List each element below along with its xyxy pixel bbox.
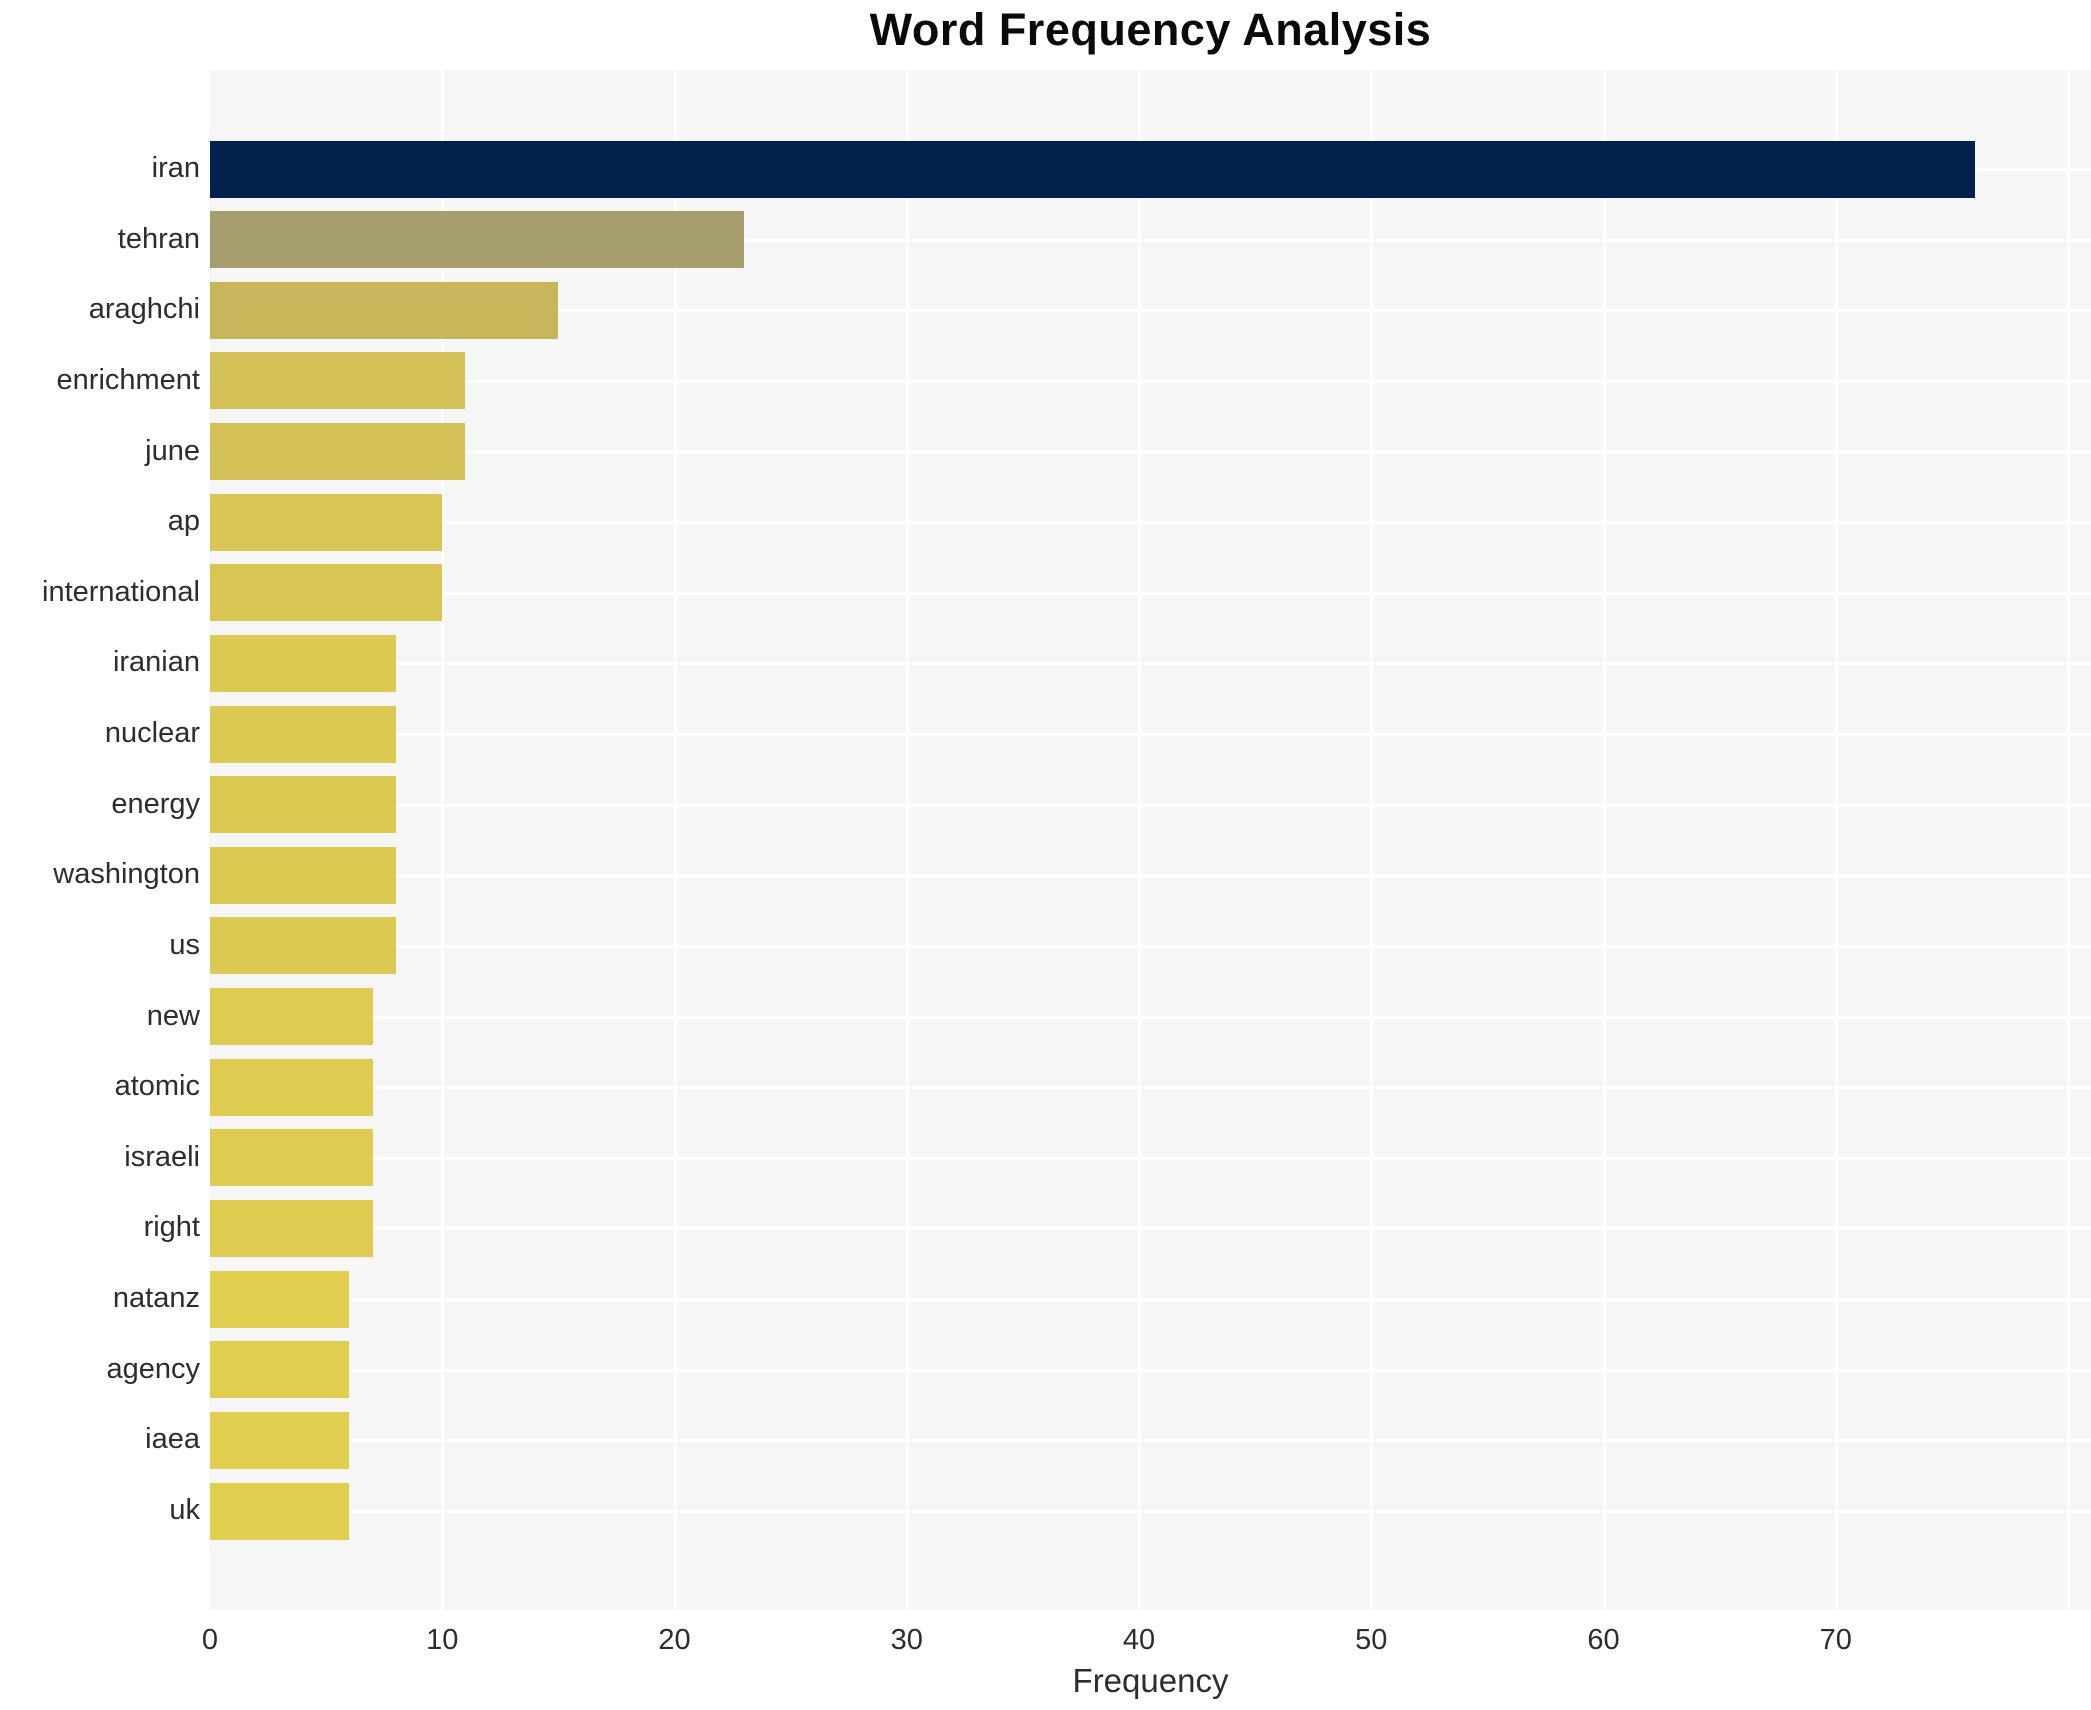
- bar-atomic: [210, 1058, 373, 1116]
- y-tick-label-iranian: iranian: [112, 646, 200, 679]
- bar-iran: [210, 140, 1976, 198]
- y-tick-label-nuclear: nuclear: [104, 717, 200, 750]
- y-tick-label-araghchi: araghchi: [88, 293, 200, 326]
- bar-us: [210, 917, 396, 975]
- bar-enrichment: [210, 352, 466, 410]
- horizontal-gridline-enrichment: [210, 379, 2091, 383]
- bar-june: [210, 423, 466, 481]
- vertical-gridline-20: [673, 70, 677, 1610]
- bar-energy: [210, 776, 396, 834]
- horizontal-gridline-ap: [210, 521, 2091, 525]
- x-tick-label-70: 70: [1819, 1624, 1852, 1656]
- bar-nuclear: [210, 705, 396, 763]
- bar-ap: [210, 493, 443, 551]
- bar-right: [210, 1199, 373, 1257]
- x-tick-label-20: 20: [658, 1624, 691, 1656]
- bar-iaea: [210, 1411, 350, 1469]
- vertical-gridline-30: [905, 70, 909, 1610]
- y-tick-label-iaea: iaea: [145, 1423, 200, 1456]
- y-tick-label-washington: washington: [53, 858, 200, 891]
- horizontal-gridline-new: [210, 1015, 2091, 1019]
- horizontal-gridline-agency: [210, 1368, 2091, 1372]
- horizontal-gridline-nuclear: [210, 733, 2091, 737]
- horizontal-gridline-atomic: [210, 1086, 2091, 1090]
- y-tick-label-right: right: [143, 1211, 200, 1244]
- y-tick-label-israeli: israeli: [124, 1140, 200, 1173]
- bar-international: [210, 564, 443, 622]
- vertical-gridline-10: [441, 70, 445, 1610]
- horizontal-gridline-natanz: [210, 1298, 2091, 1302]
- y-tick-label-atomic: atomic: [114, 1070, 200, 1103]
- x-tick-label-50: 50: [1355, 1624, 1388, 1656]
- bar-uk: [210, 1482, 350, 1540]
- x-tick-label-30: 30: [890, 1624, 923, 1656]
- y-tick-label-iran: iran: [151, 152, 200, 184]
- horizontal-gridline-us: [210, 944, 2091, 948]
- horizontal-gridline-uk: [210, 1510, 2091, 1513]
- horizontal-gridline-washington: [210, 874, 2091, 878]
- bar-iranian: [210, 634, 396, 692]
- y-tick-label-uk: uk: [169, 1494, 200, 1526]
- bar-natanz: [210, 1270, 350, 1328]
- bar-new: [210, 988, 373, 1046]
- vertical-gridline-50: [1370, 70, 1374, 1610]
- horizontal-gridline-iranian: [210, 662, 2091, 666]
- horizontal-gridline-right: [210, 1227, 2091, 1231]
- bar-israeli: [210, 1129, 373, 1187]
- y-tick-label-enrichment: enrichment: [56, 363, 200, 396]
- horizontal-gridline-energy: [210, 803, 2091, 807]
- y-tick-label-new: new: [146, 999, 200, 1032]
- y-tick-label-ap: ap: [167, 505, 200, 538]
- chart-title: Word Frequency Analysis: [869, 4, 1432, 55]
- y-tick-label-agency: agency: [106, 1352, 200, 1385]
- x-tick-label-40: 40: [1122, 1624, 1156, 1656]
- x-tick-label-10: 10: [426, 1624, 459, 1656]
- bar-araghchi: [210, 281, 559, 339]
- horizontal-gridline-araghchi: [210, 309, 2091, 313]
- horizontal-gridline-israeli: [210, 1156, 2091, 1160]
- vertical-gridline-70: [1834, 70, 1838, 1610]
- vertical-gridline-40: [1138, 70, 1141, 1610]
- y-tick-label-natanz: natanz: [112, 1282, 200, 1315]
- vertical-gridline-60: [1602, 70, 1606, 1610]
- plot-panel: [210, 70, 2091, 1610]
- horizontal-gridline-tehran: [210, 238, 2091, 242]
- bar-washington: [210, 846, 396, 904]
- x-tick-label-60: 60: [1587, 1624, 1620, 1656]
- y-tick-label-international: international: [42, 575, 200, 608]
- bar-tehran: [210, 211, 745, 269]
- horizontal-gridline-june: [210, 450, 2091, 454]
- x-axis-title: Frequency: [1072, 1662, 1229, 1699]
- y-tick-label-tehran: tehran: [117, 222, 200, 255]
- y-tick-label-energy: energy: [111, 787, 200, 820]
- y-tick-label-june: june: [145, 434, 200, 467]
- bar-agency: [210, 1341, 350, 1399]
- y-tick-label-us: us: [169, 928, 200, 961]
- x-tick-label-0: 0: [201, 1624, 219, 1656]
- horizontal-gridline-international: [210, 591, 2091, 595]
- horizontal-gridline-iaea: [210, 1439, 2091, 1443]
- vertical-gridline-80: [2067, 70, 2070, 1610]
